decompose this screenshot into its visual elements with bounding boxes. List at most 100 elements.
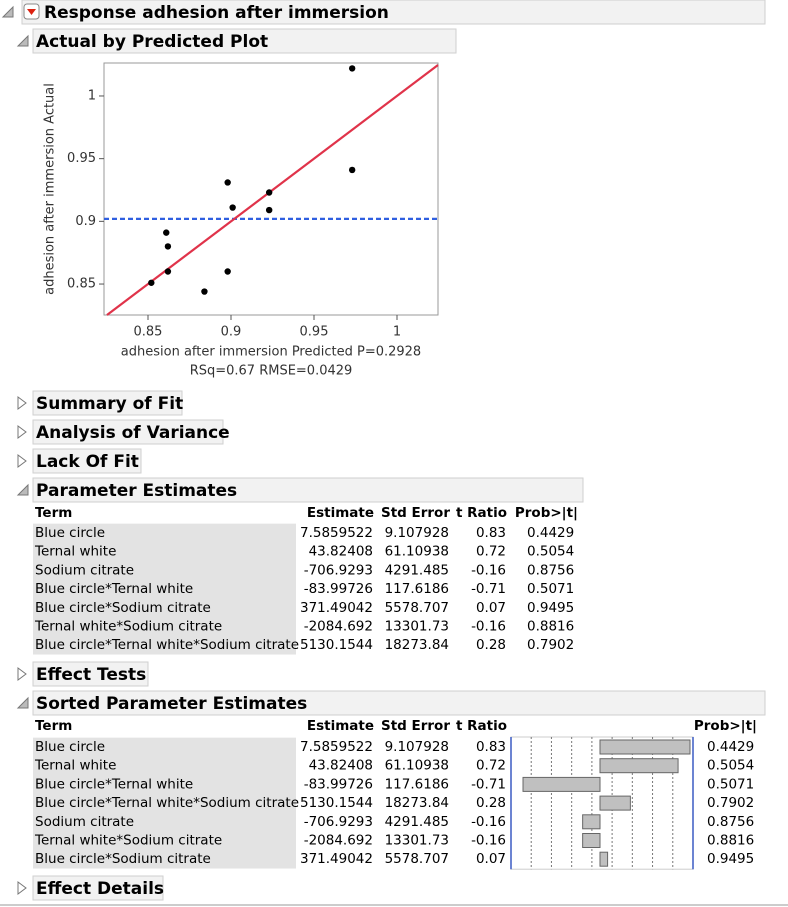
disclosure-open[interactable] <box>16 483 29 496</box>
cell: 4291.485 <box>385 562 449 578</box>
cell: 0.4429 <box>707 739 754 755</box>
cell: 0.83 <box>476 739 506 755</box>
cell: 0.7902 <box>707 795 754 811</box>
t-ratio-bar <box>582 833 601 848</box>
disclosure-open[interactable] <box>1 5 14 18</box>
cell: 0.07 <box>476 851 506 867</box>
cell: 0.8756 <box>707 814 754 830</box>
cell: 9.107928 <box>385 739 449 755</box>
point <box>348 65 356 72</box>
cell: 0.5071 <box>527 581 574 597</box>
cell: 61.10938 <box>385 758 449 774</box>
fit-line <box>106 64 439 316</box>
section-header-bg <box>32 661 149 687</box>
point <box>148 279 155 286</box>
column-header: t Ratio <box>456 505 507 521</box>
cell: 0.8816 <box>527 619 574 635</box>
cell: 61.10938 <box>385 544 449 560</box>
cell: 43.82408 <box>309 758 373 774</box>
cell: 117.6186 <box>385 581 449 597</box>
cell: 0.9495 <box>707 851 754 867</box>
point <box>164 243 172 250</box>
section-header[interactable]: Effect Details <box>36 879 164 899</box>
term: Blue circle*Sodium citrate <box>35 600 211 616</box>
section-header[interactable]: Summary of Fit <box>36 394 183 414</box>
cell: -0.16 <box>471 619 506 635</box>
disclosure-open[interactable] <box>16 696 29 709</box>
plot-title[interactable]: Actual by Predicted Plot <box>36 32 268 52</box>
section-header[interactable]: Parameter Estimates <box>36 481 237 501</box>
cell: -83.99726 <box>304 581 373 597</box>
cell: -83.99726 <box>304 776 373 792</box>
t-ratio-bar <box>582 814 601 830</box>
disclosure-closed[interactable] <box>17 396 27 410</box>
cell: 0.5071 <box>707 776 754 792</box>
disclosure-closed[interactable] <box>17 454 27 468</box>
x-tick-label: 0.95 <box>300 325 329 340</box>
column-header: t Ratio <box>456 718 507 734</box>
section-header[interactable]: Sorted Parameter Estimates <box>36 694 307 714</box>
section-header-bg <box>32 448 142 474</box>
column-header: Estimate <box>307 505 374 521</box>
cell: 0.72 <box>476 758 506 774</box>
cell: 0.8756 <box>527 562 574 578</box>
disclosure-closed[interactable] <box>17 881 27 895</box>
column-header: Prob>|t| <box>694 718 757 734</box>
cell: 0.83 <box>476 525 506 541</box>
x-tick-label: 0.85 <box>134 325 163 340</box>
cell: 0.28 <box>476 795 506 811</box>
section-header[interactable]: Lack Of Fit <box>36 452 139 472</box>
section-header-bg <box>32 477 584 503</box>
cell: 0.5054 <box>707 758 754 774</box>
cell: 13301.73 <box>385 619 449 635</box>
term-column-bg <box>33 737 296 869</box>
section-header-bg <box>32 419 224 445</box>
cell: 0.28 <box>476 637 506 653</box>
section-header-bg <box>32 390 183 416</box>
cell: 5578.707 <box>385 851 449 867</box>
cell: -0.16 <box>471 833 506 849</box>
cell: -0.16 <box>471 562 506 578</box>
term: Blue circle*Ternal white*Sodium citrate <box>35 637 299 653</box>
cell: 18273.84 <box>385 637 449 653</box>
cell: 117.6186 <box>385 776 449 792</box>
point <box>164 268 172 275</box>
point <box>265 189 273 196</box>
cell: 7.5859522 <box>300 739 373 755</box>
point <box>265 206 273 214</box>
plot-title-bg <box>32 28 457 54</box>
y-tick-label: 0.95 <box>67 151 96 166</box>
cell: 43.82408 <box>309 544 373 560</box>
cell: 0.07 <box>476 600 506 616</box>
section-header[interactable]: Effect Tests <box>36 665 146 685</box>
cell: 0.72 <box>476 544 506 560</box>
column-header: Prob>|t| <box>515 505 578 521</box>
cell: -2084.692 <box>304 619 373 635</box>
disclosure-closed[interactable] <box>17 667 27 681</box>
cell: -0.16 <box>471 814 506 830</box>
t-ratio-bar <box>599 739 691 755</box>
term: Blue circle*Sodium citrate <box>35 851 211 867</box>
cell: -0.71 <box>471 776 506 792</box>
section-header[interactable]: Analysis of Variance <box>36 423 230 443</box>
cell: 5130.1544 <box>300 637 373 653</box>
cell: 0.4429 <box>527 525 574 541</box>
column-header: Std Error <box>381 505 450 521</box>
y-tick-label: 0.9 <box>75 214 96 229</box>
term: Blue circle*Ternal white*Sodium citrate <box>35 795 299 811</box>
x-tick-label: 1 <box>393 325 401 340</box>
report-title: Response adhesion after immersion <box>44 3 389 23</box>
cell: 13301.73 <box>385 833 449 849</box>
point <box>163 229 170 236</box>
column-header: Estimate <box>307 718 374 734</box>
section-header-bg <box>32 875 164 901</box>
cell: 0.8816 <box>707 833 754 849</box>
term: Ternal white*Sodium citrate <box>34 833 222 849</box>
term: Blue circle <box>35 739 105 755</box>
title-bg <box>21 0 766 25</box>
t-ratio-bar <box>599 851 609 867</box>
disclosure-open[interactable] <box>16 34 29 47</box>
term-column-bg <box>33 523 296 655</box>
disclosure-closed[interactable] <box>17 425 27 439</box>
y-tick-label: 1 <box>88 88 96 103</box>
